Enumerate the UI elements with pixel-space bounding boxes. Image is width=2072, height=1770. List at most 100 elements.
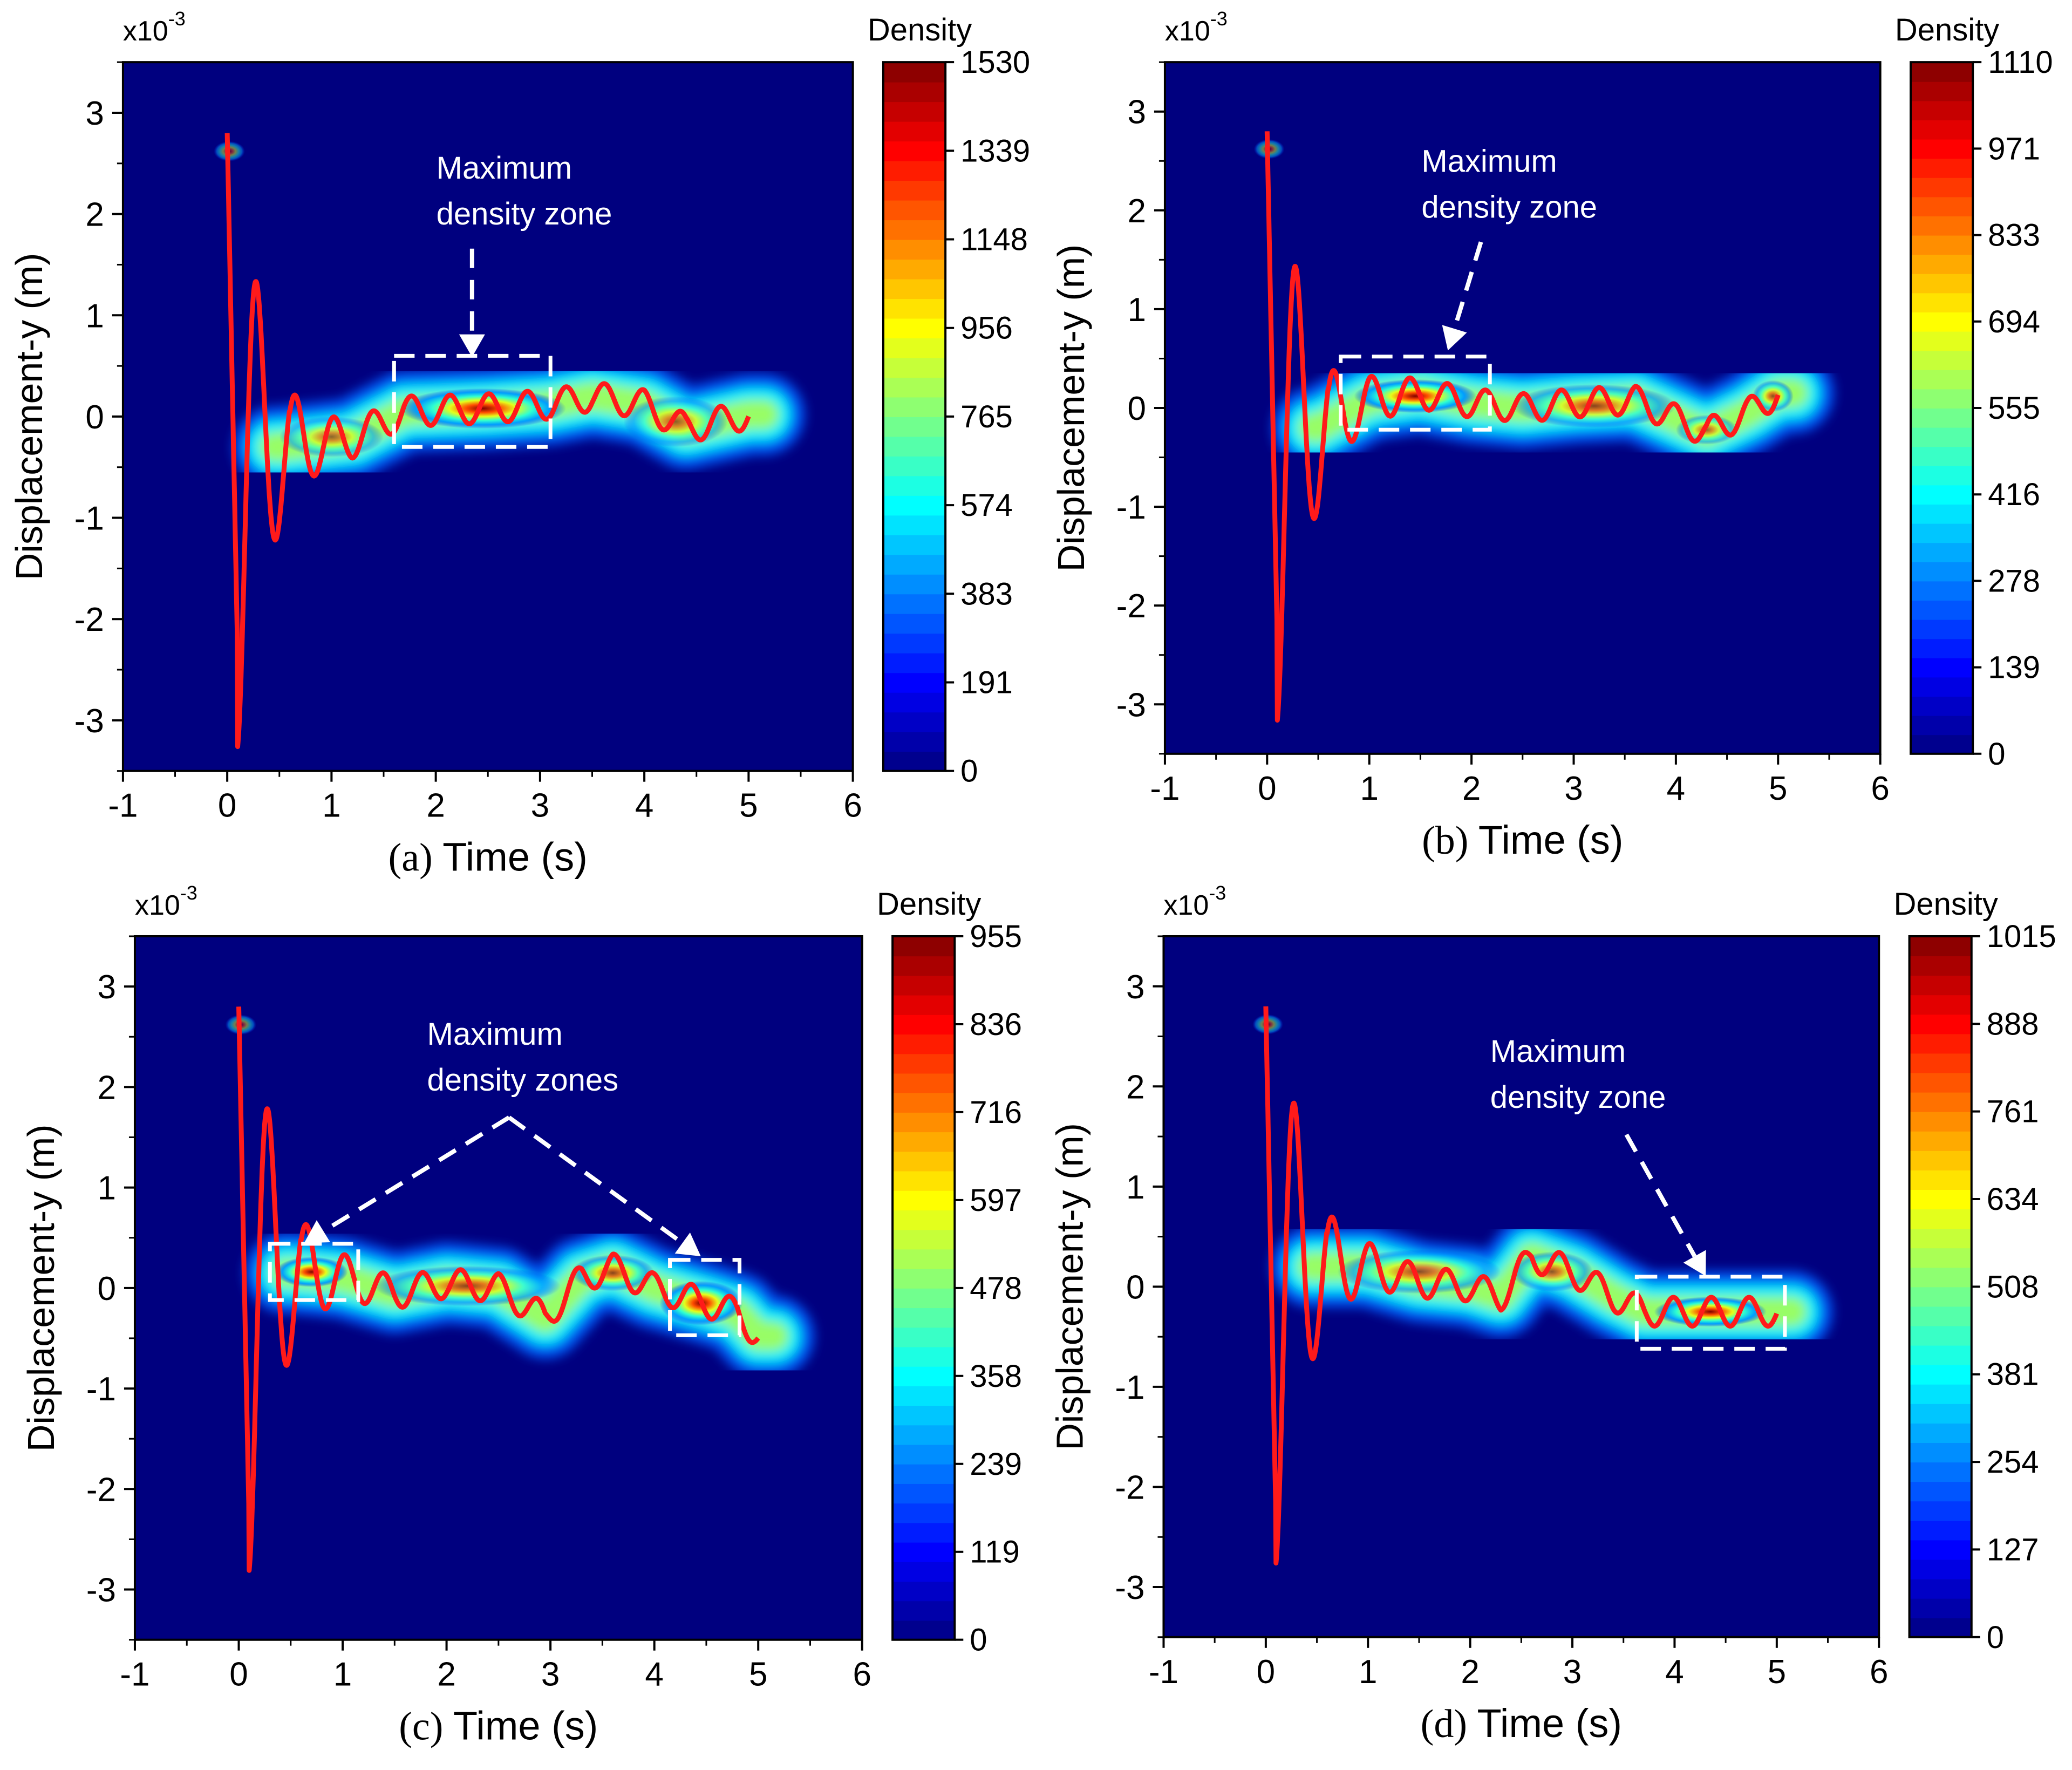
x-tick-label: 0	[1257, 1653, 1275, 1691]
colorbar-band	[1909, 1306, 1972, 1326]
colorbar-band	[892, 1405, 955, 1426]
colorbar-band	[1909, 1325, 1972, 1346]
y-tick-label: -1	[1116, 489, 1146, 526]
colorbar-tick-label: 381	[1987, 1357, 2039, 1392]
colorbar-band	[1911, 581, 1973, 601]
y-tick-label: 2	[85, 196, 104, 234]
colorbar-band	[1909, 1403, 1972, 1424]
colorbar-band	[1911, 715, 1973, 736]
colorbar-band	[1909, 1150, 1972, 1170]
colorbar-band	[1911, 139, 1973, 159]
colorbar-band	[892, 1288, 955, 1309]
colorbar-band	[883, 259, 946, 280]
colorbar-band	[883, 278, 946, 299]
colorbar-title: Density	[1895, 12, 1999, 47]
colorbar-band	[883, 712, 946, 732]
x-tick-label: 6	[853, 1656, 871, 1693]
colorbar-band	[1909, 1442, 1972, 1463]
panel-label: (b)	[1422, 819, 1478, 863]
colorbar-band	[1911, 561, 1973, 582]
colorbar-band	[1911, 273, 1973, 294]
colorbar-band	[1909, 1578, 1972, 1599]
x-tick-label: 3	[1564, 770, 1583, 807]
colorbar-title: Density	[868, 12, 972, 47]
x-tick-label: 0	[1258, 770, 1276, 807]
colorbar-band	[883, 101, 946, 122]
x-tick-label: -1	[120, 1656, 149, 1693]
colorbar-band	[892, 1268, 955, 1289]
colorbar-tick-label: 0	[960, 754, 978, 789]
x-tick-label: 4	[1667, 770, 1685, 807]
annotation-line-2: density zone	[437, 196, 612, 232]
colorbar-band	[892, 1581, 955, 1602]
x-tick-label: 1	[333, 1656, 352, 1693]
colorbar-tick-label: 971	[1988, 131, 2040, 166]
density-heatmap	[1253, 131, 1834, 723]
colorbar-tick-label: 0	[970, 1623, 987, 1658]
colorbar-band	[1909, 995, 1972, 1015]
colorbar-tick-label: 555	[1988, 391, 2040, 426]
colorbar-band	[1909, 1345, 1972, 1365]
colorbar-tick-label: 508	[1987, 1269, 2039, 1304]
x-axis-label: (d) Time (s)	[1421, 1701, 1622, 1746]
displacement-line	[1264, 131, 1781, 723]
density-blob	[623, 396, 728, 447]
colorbar-band	[892, 1073, 955, 1093]
displacement-line	[224, 133, 751, 750]
colorbar-band	[1909, 1559, 1972, 1580]
colorbar-band	[892, 1463, 955, 1484]
x-tick-label: -1	[1150, 770, 1180, 807]
colorbar-band	[1909, 1189, 1972, 1210]
annotation-line-1: Maximum	[437, 151, 572, 186]
y-tick-label: -3	[74, 703, 104, 740]
annotation-line-2: density zone	[1421, 190, 1597, 225]
colorbar-band	[1909, 1169, 1972, 1190]
colorbar-band	[1909, 1072, 1972, 1093]
x-tick-label: 3	[1563, 1653, 1582, 1691]
colorbar-band	[883, 318, 946, 338]
annotation-line-2: density zones	[427, 1063, 619, 1098]
colorbar-band	[883, 495, 946, 516]
colorbar-band	[1911, 657, 1973, 678]
colorbar-band	[883, 121, 946, 142]
colorbar-band	[1909, 975, 1972, 996]
colorbar-band	[1911, 619, 1973, 639]
colorbar-band	[1911, 292, 1973, 312]
density-blob	[1752, 380, 1794, 412]
colorbar-tick-label: 191	[960, 665, 1013, 700]
colorbar-tick-label: 278	[1988, 563, 2040, 598]
colorbar-band	[1911, 465, 1973, 486]
colorbar-band	[892, 1444, 955, 1465]
x-tick-label: 1	[1359, 1653, 1377, 1691]
colorbar-band	[892, 1112, 955, 1133]
y-tick-label: 2	[1127, 193, 1146, 230]
density-heatmap	[214, 133, 805, 750]
colorbar-band	[1909, 1617, 1972, 1638]
colorbar-band	[1911, 542, 1973, 562]
colorbar-band	[892, 1366, 955, 1386]
colorbar-band	[883, 613, 946, 634]
y-tick-label: 3	[85, 95, 104, 132]
colorbar-band	[883, 200, 946, 221]
y-axis-label: Displacement-y (m)	[1050, 244, 1092, 572]
colorbar-band	[892, 1034, 955, 1054]
annotation-arrow	[322, 1115, 510, 1233]
y-tick-label: -1	[1115, 1369, 1144, 1406]
y-tick-label: 2	[97, 1069, 115, 1106]
colorbar-band	[1911, 734, 1973, 754]
x-tick-label: 2	[1462, 770, 1481, 807]
colorbar-band	[1911, 350, 1973, 370]
colorbar-band	[883, 180, 946, 201]
colorbar-band	[1909, 1540, 1972, 1560]
colorbar-band	[883, 377, 946, 398]
colorbar-band	[1911, 62, 1973, 82]
colorbar-band	[1911, 485, 1973, 505]
colorbar-band	[1909, 1228, 1972, 1249]
colorbar-band	[883, 397, 946, 417]
colorbar-band	[1909, 1598, 1972, 1618]
y-axis-label: Displacement-y (m)	[20, 1124, 62, 1452]
y-tick-label: 3	[1126, 969, 1144, 1006]
colorbar-band	[883, 515, 946, 535]
x-tick-label: 0	[218, 787, 236, 825]
